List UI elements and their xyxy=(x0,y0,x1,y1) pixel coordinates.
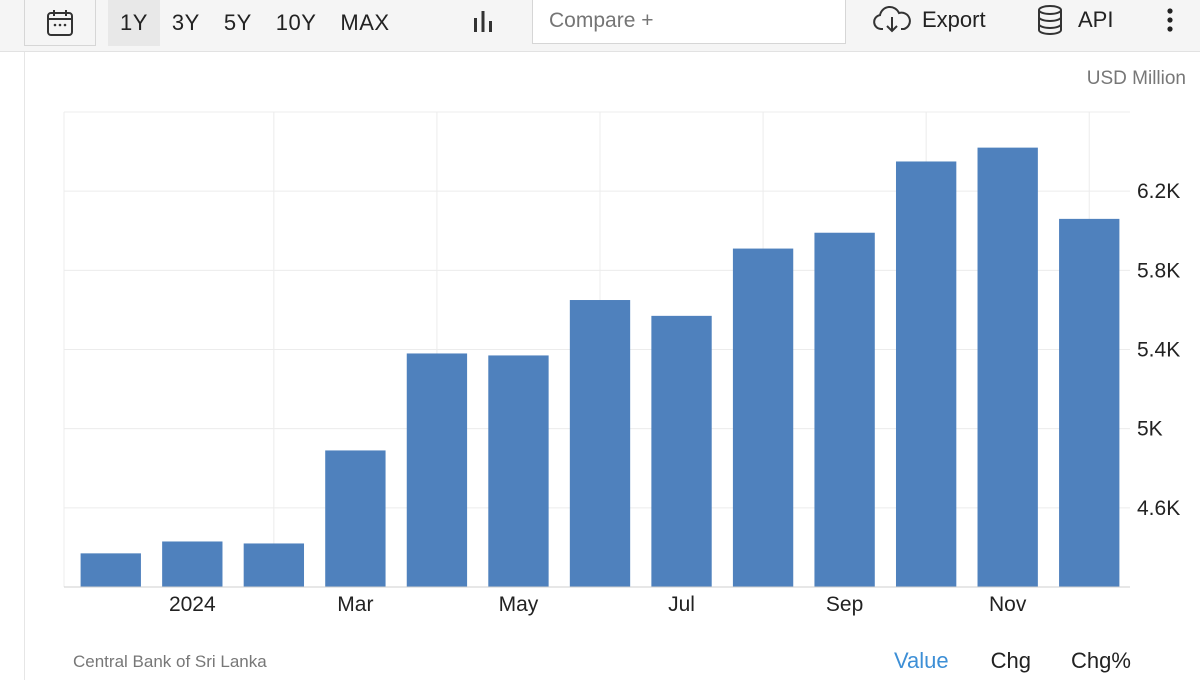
calendar-button[interactable] xyxy=(24,0,96,46)
source-label: Central Bank of Sri Lanka xyxy=(73,652,267,671)
more-options-button[interactable] xyxy=(1158,4,1182,36)
api-label: API xyxy=(1078,7,1114,32)
bar-chart-icon xyxy=(474,11,492,32)
x-tick-label: Mar xyxy=(337,593,373,616)
export-button[interactable]: Export xyxy=(872,0,986,40)
range-1y[interactable]: 1Y xyxy=(108,0,160,46)
y-tick-label: 4.6K xyxy=(1137,497,1180,520)
x-tick-label: Jul xyxy=(668,593,695,616)
y-tick-label: 5.8K xyxy=(1137,259,1180,282)
view-selector: Value Chg Chg% xyxy=(894,648,1131,674)
view-chg-pct[interactable]: Chg% xyxy=(1071,648,1131,673)
export-label: Export xyxy=(922,7,986,32)
bar-feb-2024[interactable] xyxy=(243,543,305,587)
axes: 4.6K 5K 5.4K 5.8K 6.2K 2024 Mar May Jul Sep Nov xyxy=(64,180,1180,616)
bars xyxy=(80,147,1120,587)
bar-jan-2024[interactable] xyxy=(162,541,223,587)
view-value[interactable]: Value xyxy=(894,648,949,673)
y-tick-label: 6.2K xyxy=(1137,180,1180,203)
bar-sep-2024[interactable] xyxy=(814,232,875,587)
bar-aug-2024[interactable] xyxy=(732,248,794,587)
bar-jul-2024[interactable] xyxy=(651,315,712,587)
database-icon xyxy=(1038,5,1062,35)
compare-input[interactable] xyxy=(532,0,846,44)
unit-label: USD Million xyxy=(1086,68,1186,89)
view-chg[interactable]: Chg xyxy=(990,648,1031,673)
panel-border xyxy=(24,52,25,680)
x-tick-label: Sep xyxy=(826,593,863,616)
chart-type-button[interactable] xyxy=(468,6,498,36)
bar-dec-2024[interactable] xyxy=(1059,218,1120,587)
range-5y[interactable]: 5Y xyxy=(223,10,252,35)
bar-jun-2024[interactable] xyxy=(569,300,631,587)
cloud-download-icon xyxy=(873,6,911,33)
range-10y[interactable]: 10Y xyxy=(275,10,317,35)
bar-oct-2024[interactable] xyxy=(895,161,957,587)
bar-nov-2024[interactable] xyxy=(977,147,1038,587)
bar-dec-2023[interactable] xyxy=(80,553,141,587)
toolbar: 1Y 3Y 5Y 10Y MAX Export API xyxy=(0,0,1200,52)
api-button[interactable]: API xyxy=(1036,0,1113,40)
bar-may-2024[interactable] xyxy=(488,355,549,587)
range-max[interactable]: MAX xyxy=(340,10,390,35)
x-tick-label: Nov xyxy=(989,593,1027,616)
y-tick-label: 5.4K xyxy=(1137,339,1180,362)
x-tick-label: May xyxy=(499,593,539,616)
kebab-menu-icon xyxy=(1167,8,1173,32)
range-3y[interactable]: 3Y xyxy=(171,10,200,35)
bar-apr-2024[interactable] xyxy=(406,353,468,587)
calendar-icon xyxy=(47,9,73,36)
y-tick-label: 5K xyxy=(1137,418,1163,441)
bar-mar-2024[interactable] xyxy=(325,450,386,587)
range-selector: 1Y 3Y 5Y 10Y MAX xyxy=(108,0,402,46)
x-tick-label: 2024 xyxy=(169,593,216,616)
